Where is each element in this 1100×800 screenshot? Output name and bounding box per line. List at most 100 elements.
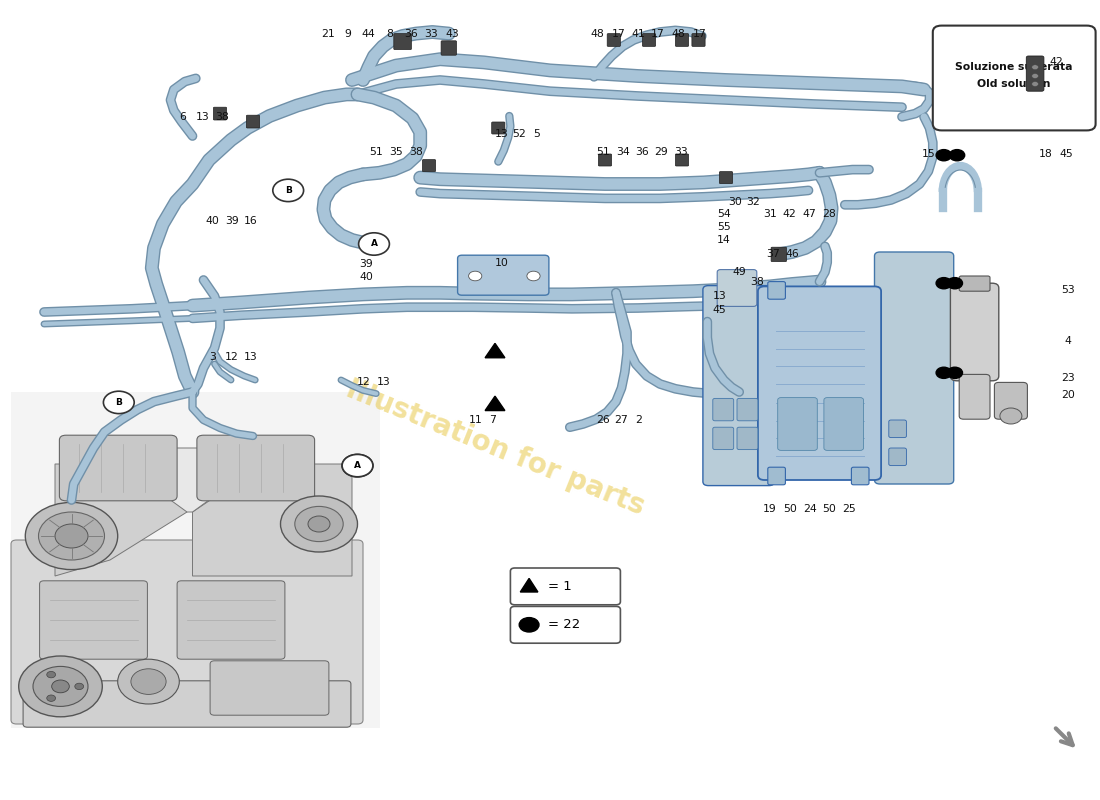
Text: 32: 32 (747, 197, 760, 206)
PathPatch shape (55, 464, 187, 576)
Text: 40: 40 (360, 272, 373, 282)
Circle shape (1000, 408, 1022, 424)
Circle shape (55, 524, 88, 548)
Text: 27: 27 (615, 415, 628, 425)
Text: 26: 26 (596, 415, 609, 425)
FancyBboxPatch shape (675, 34, 689, 46)
Polygon shape (485, 396, 505, 410)
Text: 49: 49 (733, 267, 746, 277)
Text: 11: 11 (469, 415, 482, 425)
Circle shape (469, 271, 482, 281)
Text: 20: 20 (1062, 390, 1075, 400)
Circle shape (342, 454, 373, 477)
Text: 44: 44 (362, 30, 375, 39)
FancyBboxPatch shape (771, 247, 786, 262)
Text: A: A (354, 461, 361, 470)
Text: 40: 40 (206, 216, 219, 226)
FancyBboxPatch shape (422, 159, 436, 171)
Circle shape (308, 516, 330, 532)
Circle shape (273, 179, 304, 202)
Circle shape (342, 454, 373, 477)
FancyBboxPatch shape (441, 41, 456, 55)
Text: B: B (285, 186, 292, 195)
Text: 36: 36 (636, 147, 649, 157)
Circle shape (936, 150, 952, 161)
Text: 54: 54 (717, 210, 730, 219)
Text: 38: 38 (409, 147, 422, 157)
Text: 45: 45 (713, 306, 726, 315)
Text: 5: 5 (534, 130, 540, 139)
FancyBboxPatch shape (950, 283, 999, 381)
Text: 4: 4 (1065, 336, 1071, 346)
Text: 51: 51 (596, 147, 609, 157)
Text: = 1: = 1 (548, 580, 572, 593)
Text: 17: 17 (612, 30, 625, 39)
FancyBboxPatch shape (692, 34, 705, 46)
Text: 17: 17 (651, 30, 664, 39)
FancyBboxPatch shape (713, 427, 734, 450)
Text: 50: 50 (823, 504, 836, 514)
Circle shape (19, 656, 102, 717)
FancyBboxPatch shape (889, 420, 906, 438)
FancyBboxPatch shape (933, 26, 1096, 130)
Text: 30: 30 (728, 197, 741, 206)
FancyBboxPatch shape (889, 448, 906, 466)
Text: 14: 14 (717, 235, 730, 245)
Text: 25: 25 (843, 504, 856, 514)
Text: 13: 13 (244, 352, 257, 362)
Text: 39: 39 (226, 216, 239, 226)
Text: 21: 21 (321, 30, 334, 39)
FancyBboxPatch shape (246, 115, 260, 128)
FancyBboxPatch shape (11, 540, 363, 724)
Circle shape (46, 671, 55, 678)
Text: 50: 50 (783, 504, 796, 514)
FancyBboxPatch shape (177, 581, 285, 659)
FancyBboxPatch shape (703, 286, 774, 486)
Text: 33: 33 (674, 147, 688, 157)
Text: 48: 48 (672, 30, 685, 39)
Circle shape (52, 680, 69, 693)
Text: 52: 52 (513, 130, 526, 139)
FancyBboxPatch shape (758, 286, 881, 480)
Circle shape (75, 683, 84, 690)
FancyBboxPatch shape (510, 606, 620, 643)
Polygon shape (520, 578, 538, 592)
Text: 51: 51 (370, 147, 383, 157)
Circle shape (1032, 82, 1038, 86)
Text: 6: 6 (179, 112, 186, 122)
Text: 47: 47 (803, 210, 816, 219)
FancyBboxPatch shape (959, 374, 990, 419)
FancyBboxPatch shape (213, 107, 227, 120)
FancyBboxPatch shape (23, 681, 351, 727)
Text: 41: 41 (631, 30, 645, 39)
FancyBboxPatch shape (210, 661, 329, 715)
Circle shape (947, 367, 962, 378)
Text: 19: 19 (763, 504, 777, 514)
Text: 13: 13 (495, 130, 508, 139)
FancyBboxPatch shape (40, 581, 147, 659)
FancyBboxPatch shape (510, 568, 620, 605)
FancyBboxPatch shape (675, 154, 689, 166)
FancyBboxPatch shape (492, 122, 505, 134)
Text: 42: 42 (783, 210, 796, 219)
FancyBboxPatch shape (394, 34, 411, 50)
Circle shape (527, 271, 540, 281)
Text: 46: 46 (785, 250, 799, 259)
Circle shape (46, 695, 55, 702)
Circle shape (936, 278, 952, 289)
Text: 36: 36 (405, 30, 418, 39)
Text: 8: 8 (386, 30, 393, 39)
FancyBboxPatch shape (1026, 56, 1044, 91)
Text: 9: 9 (344, 30, 351, 39)
Text: 18: 18 (1040, 149, 1053, 158)
FancyBboxPatch shape (959, 276, 990, 291)
Circle shape (25, 502, 118, 570)
Text: 31: 31 (763, 210, 777, 219)
Text: 13: 13 (713, 291, 726, 301)
Text: 55: 55 (717, 222, 730, 232)
Text: 3: 3 (209, 352, 216, 362)
FancyBboxPatch shape (598, 154, 612, 166)
FancyBboxPatch shape (737, 427, 758, 450)
Text: 38: 38 (750, 277, 763, 286)
Text: 39: 39 (360, 259, 373, 269)
